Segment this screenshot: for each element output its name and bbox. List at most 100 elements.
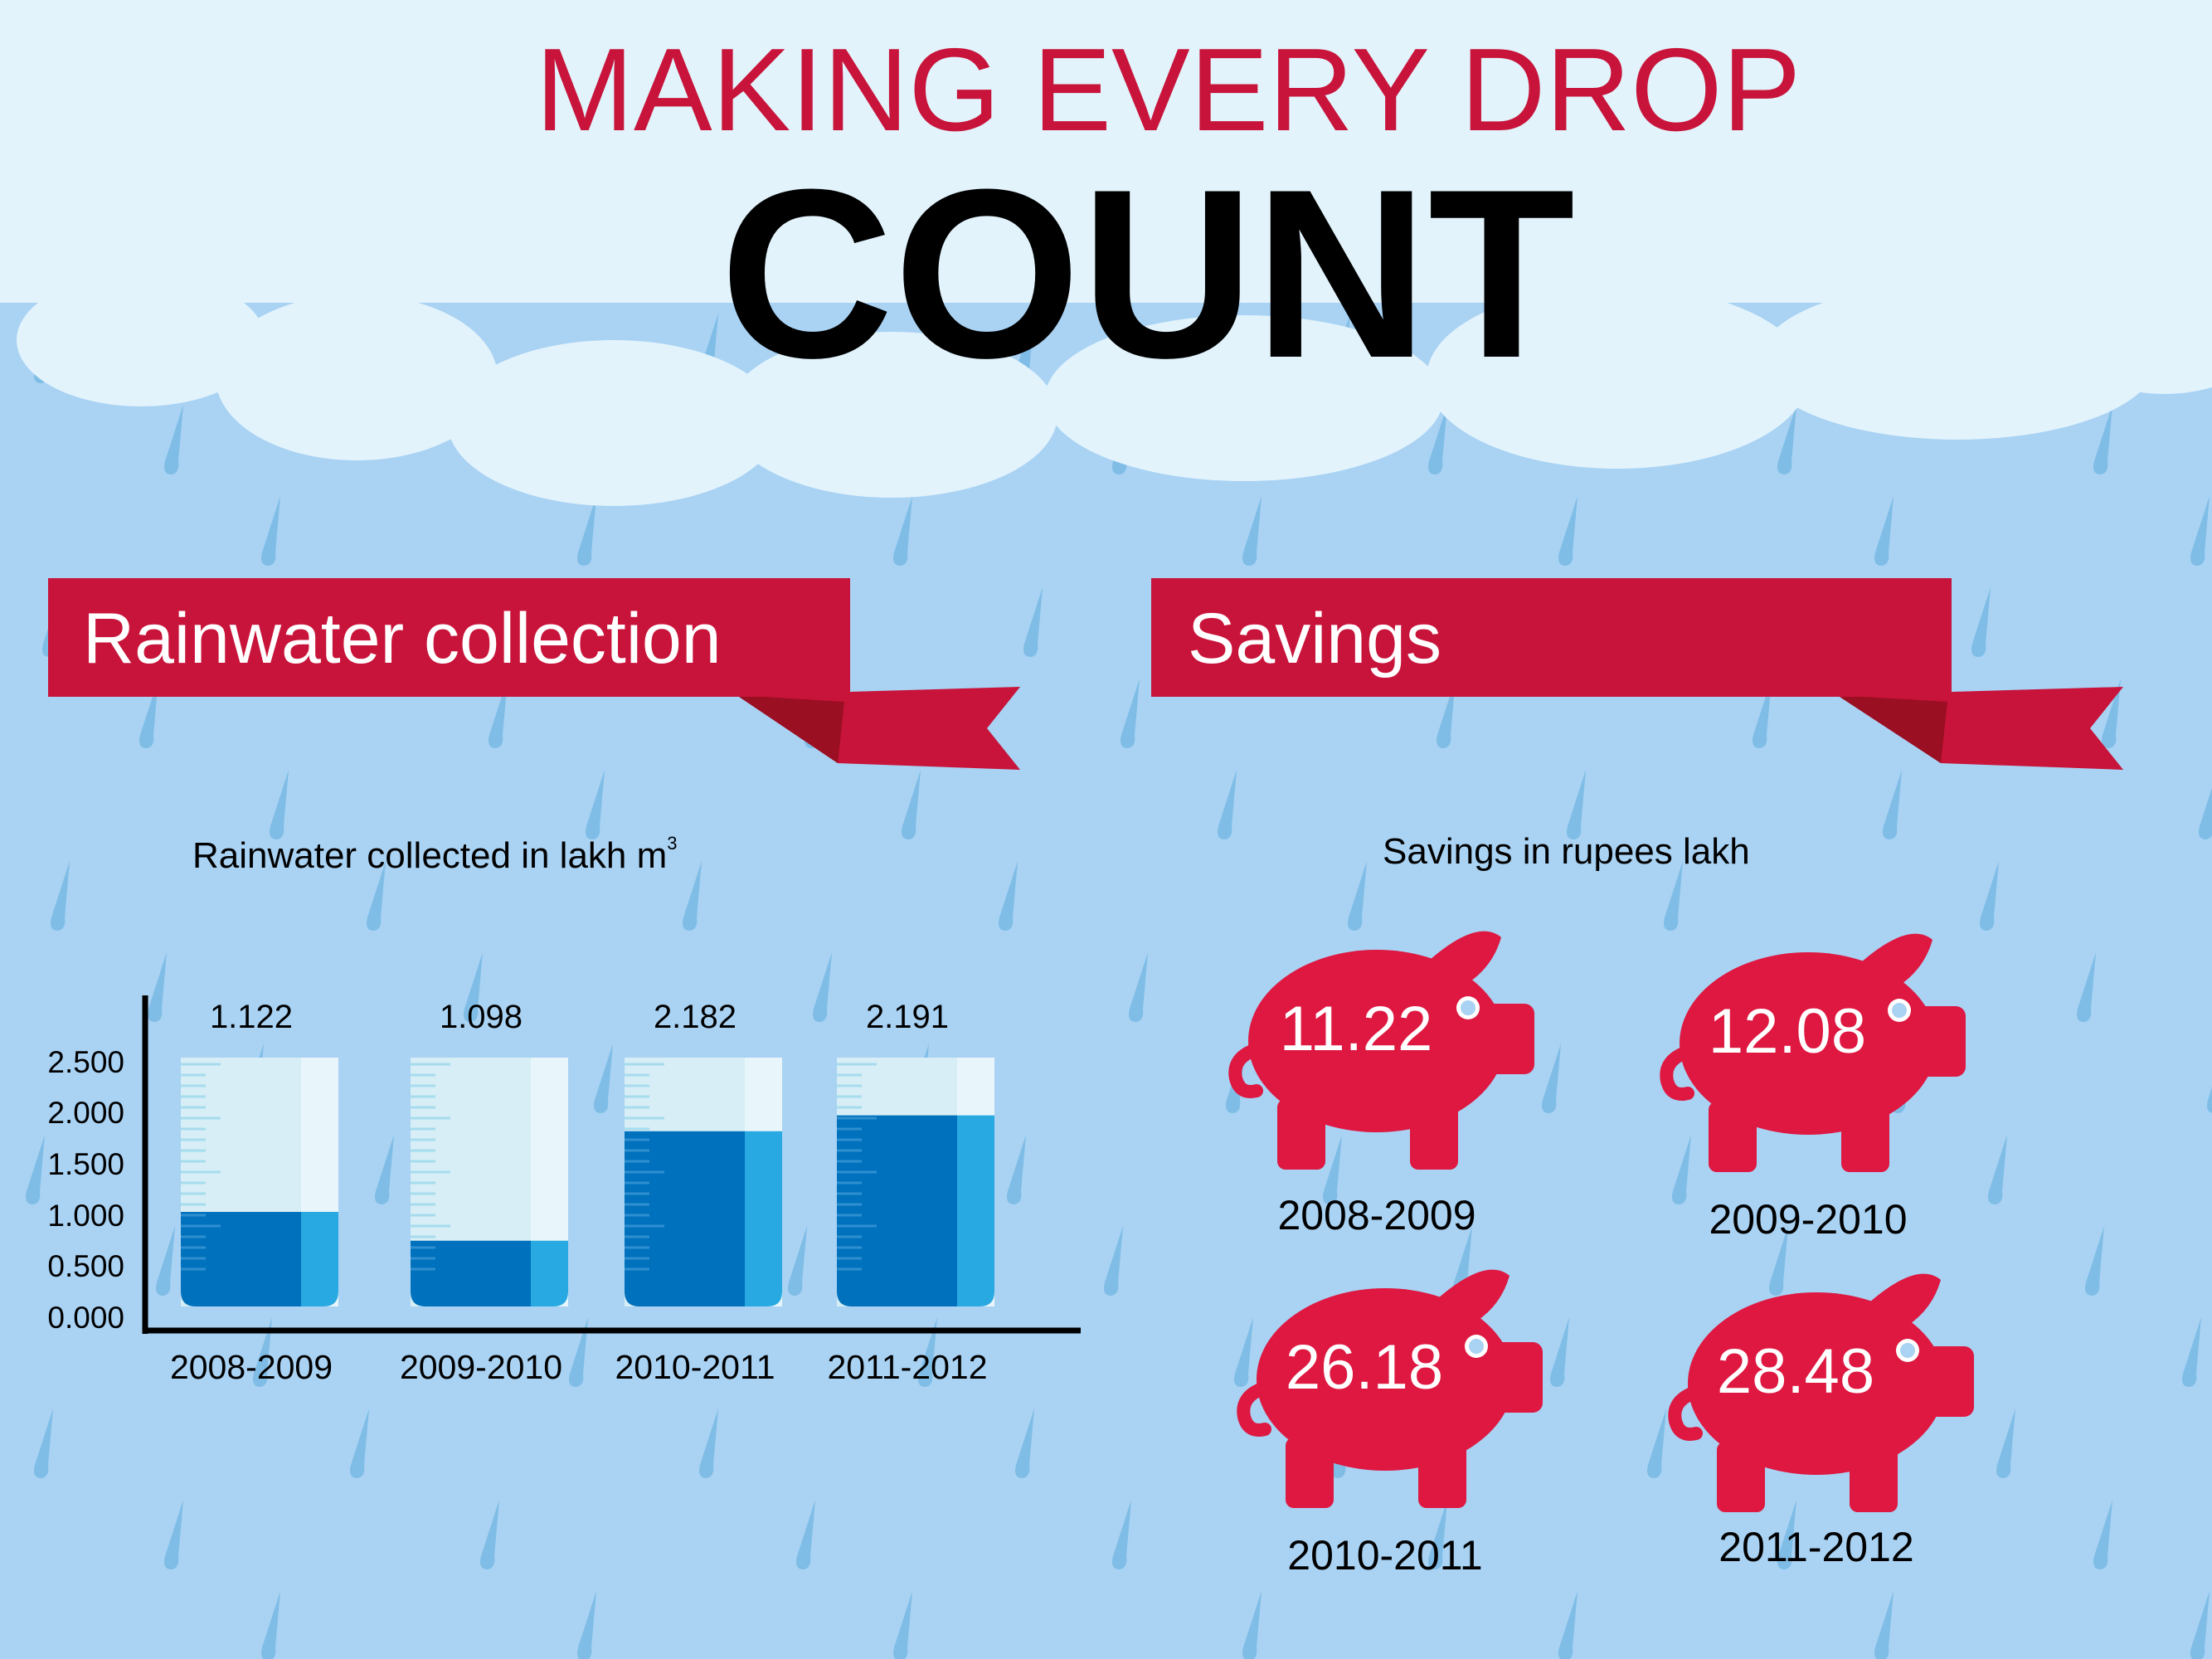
savings-subtitle: Savings in rupees lakh bbox=[1383, 831, 1750, 872]
raindrop bbox=[1567, 770, 1586, 839]
raindrop bbox=[1323, 1135, 1342, 1204]
rainwater-banner bbox=[48, 578, 1020, 770]
raindrop bbox=[1242, 496, 1262, 566]
raindrop bbox=[2085, 1226, 2104, 1296]
raindrop bbox=[1971, 587, 1991, 657]
y-tick-label: 2.500 bbox=[47, 1045, 124, 1079]
glass-bar-2009-2010 bbox=[411, 1058, 568, 1306]
raindrop bbox=[1769, 1226, 1788, 1296]
raindrop bbox=[594, 1044, 613, 1113]
raindrop bbox=[1234, 1317, 1253, 1387]
value-label: 2.182 bbox=[653, 999, 737, 1035]
raindrop bbox=[1777, 405, 1796, 474]
raindrop bbox=[1242, 1591, 1262, 1659]
raindrop bbox=[1558, 1591, 1578, 1659]
raindrop bbox=[1129, 952, 1148, 1022]
raindrop bbox=[34, 1408, 53, 1478]
rainwater-subtitle: Rainwater collected in lakh m3 bbox=[192, 834, 678, 876]
raindrop bbox=[1428, 405, 1447, 474]
raindrop bbox=[1996, 1408, 2015, 1478]
raindrop bbox=[2199, 787, 2212, 839]
raindrop bbox=[26, 1135, 45, 1204]
raindrop bbox=[164, 1500, 183, 1569]
glass-bar-2010-2011 bbox=[625, 1058, 782, 1306]
savings-banner bbox=[1151, 578, 2123, 770]
piggy-bank-2010-2011 bbox=[1237, 1269, 1543, 1508]
raindrop bbox=[2190, 496, 2210, 566]
raindrop bbox=[51, 861, 70, 931]
raindrop bbox=[164, 405, 183, 474]
raindrop bbox=[367, 861, 386, 931]
raindrop bbox=[2077, 952, 2096, 1022]
raindrop bbox=[2093, 1500, 2112, 1569]
raindrop bbox=[1980, 861, 1999, 931]
savings-value: 28.48 bbox=[1716, 1336, 1875, 1407]
raindrop bbox=[577, 496, 596, 566]
raindrop bbox=[1112, 1500, 1131, 1569]
piggy-bank-2009-2010 bbox=[1660, 933, 1966, 1172]
raindrop bbox=[2182, 1317, 2201, 1387]
glass-bar-2011-2012 bbox=[837, 1058, 994, 1306]
raindrop bbox=[270, 770, 289, 839]
raindrop bbox=[2190, 1591, 2210, 1659]
y-tick-label: 0.000 bbox=[47, 1301, 124, 1335]
raindrop bbox=[1874, 496, 1894, 566]
water-front bbox=[837, 1115, 957, 1306]
raindrop bbox=[2093, 405, 2112, 474]
raindrop bbox=[1777, 1500, 1796, 1569]
raindrop bbox=[577, 1591, 596, 1659]
raindrop bbox=[261, 496, 280, 566]
raindrop bbox=[261, 1591, 280, 1659]
y-tick-label: 1.000 bbox=[47, 1199, 124, 1233]
raindrop bbox=[902, 770, 921, 839]
raindrop bbox=[1664, 861, 1683, 931]
raindrop bbox=[1015, 1408, 1034, 1478]
raindrop bbox=[796, 1500, 815, 1569]
raindrop bbox=[1988, 1135, 2007, 1204]
x-tick-label: 2011-2012 bbox=[827, 1348, 988, 1386]
glass-bars bbox=[181, 1058, 994, 1306]
water-front bbox=[625, 1131, 745, 1306]
raindrop bbox=[1218, 770, 1237, 839]
raindrop bbox=[253, 1317, 272, 1387]
raindrop bbox=[1007, 1135, 1026, 1204]
cloud bbox=[0, 0, 2212, 506]
rainwater-subtitle-text: Rainwater collected in lakh m bbox=[192, 835, 668, 876]
raindrop bbox=[586, 770, 605, 839]
y-tick-label: 1.500 bbox=[47, 1147, 124, 1181]
raindrop bbox=[1672, 1135, 1691, 1204]
raindrop bbox=[918, 1317, 937, 1387]
water-side bbox=[531, 1240, 568, 1306]
title-line2: COUNT bbox=[719, 139, 1575, 408]
savings-banner-label: Savings bbox=[1188, 599, 1441, 679]
savings-year: 2011-2012 bbox=[1719, 1524, 1914, 1570]
water-side bbox=[957, 1115, 994, 1306]
raindrop bbox=[480, 1500, 499, 1569]
y-tick-label: 0.500 bbox=[47, 1249, 124, 1283]
raindrop bbox=[1647, 1408, 1666, 1478]
savings-year: 2010-2011 bbox=[1287, 1532, 1483, 1579]
raindrop bbox=[1348, 861, 1367, 931]
raindrop bbox=[699, 1408, 718, 1478]
raindrop bbox=[2102, 679, 2121, 748]
x-tick-label: 2010-2011 bbox=[615, 1348, 775, 1386]
glass-bar-2008-2009 bbox=[181, 1058, 338, 1306]
raindrop bbox=[1104, 1226, 1123, 1296]
raindrop bbox=[375, 1135, 394, 1204]
savings-year: 2008-2009 bbox=[1277, 1192, 1476, 1238]
water-front bbox=[181, 1212, 301, 1306]
rainwater-banner-label: Rainwater collection bbox=[83, 599, 722, 679]
raindrop bbox=[893, 496, 912, 566]
raindrop bbox=[788, 1226, 807, 1296]
raindrop bbox=[1023, 587, 1043, 657]
water-front bbox=[411, 1240, 531, 1306]
chart-axes bbox=[142, 995, 1081, 1334]
title-line1: MAKING EVERY DROP bbox=[535, 24, 1801, 156]
raindrop bbox=[350, 1408, 369, 1478]
raindrop bbox=[1874, 1591, 1894, 1659]
raindrop bbox=[1121, 679, 1140, 748]
value-label: 1.122 bbox=[209, 999, 294, 1035]
savings-year: 2009-2010 bbox=[1709, 1196, 1908, 1243]
raindrop bbox=[999, 861, 1018, 931]
